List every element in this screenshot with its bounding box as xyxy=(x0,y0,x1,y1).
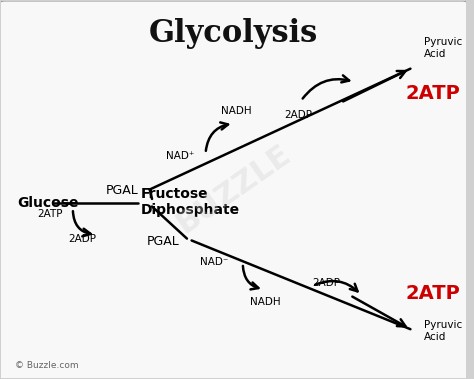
Text: 2ADP: 2ADP xyxy=(285,110,313,120)
Text: Glucose: Glucose xyxy=(17,196,79,210)
Text: Pyruvic
Acid: Pyruvic Acid xyxy=(424,37,463,59)
Text: © Buzzle.com: © Buzzle.com xyxy=(15,360,78,370)
Text: BUZZLE: BUZZLE xyxy=(171,140,296,239)
Text: Pyruvic
Acid: Pyruvic Acid xyxy=(424,320,463,342)
Text: 2ATP: 2ATP xyxy=(406,284,461,303)
Text: PGAL: PGAL xyxy=(147,235,180,248)
Text: Fructose
Diphosphate: Fructose Diphosphate xyxy=(140,187,239,217)
Text: 2ADP: 2ADP xyxy=(313,278,341,288)
Text: NAD⁺: NAD⁺ xyxy=(165,150,194,161)
Text: NAD⁻: NAD⁻ xyxy=(201,257,229,267)
Text: Glycolysis: Glycolysis xyxy=(149,18,318,49)
Text: 2ATP: 2ATP xyxy=(37,209,63,219)
Text: 2ADP: 2ADP xyxy=(68,233,96,244)
Text: NADH: NADH xyxy=(250,297,281,307)
Text: NADH: NADH xyxy=(220,106,251,116)
Text: 2ATP: 2ATP xyxy=(406,84,461,103)
Text: PGAL: PGAL xyxy=(105,184,138,197)
